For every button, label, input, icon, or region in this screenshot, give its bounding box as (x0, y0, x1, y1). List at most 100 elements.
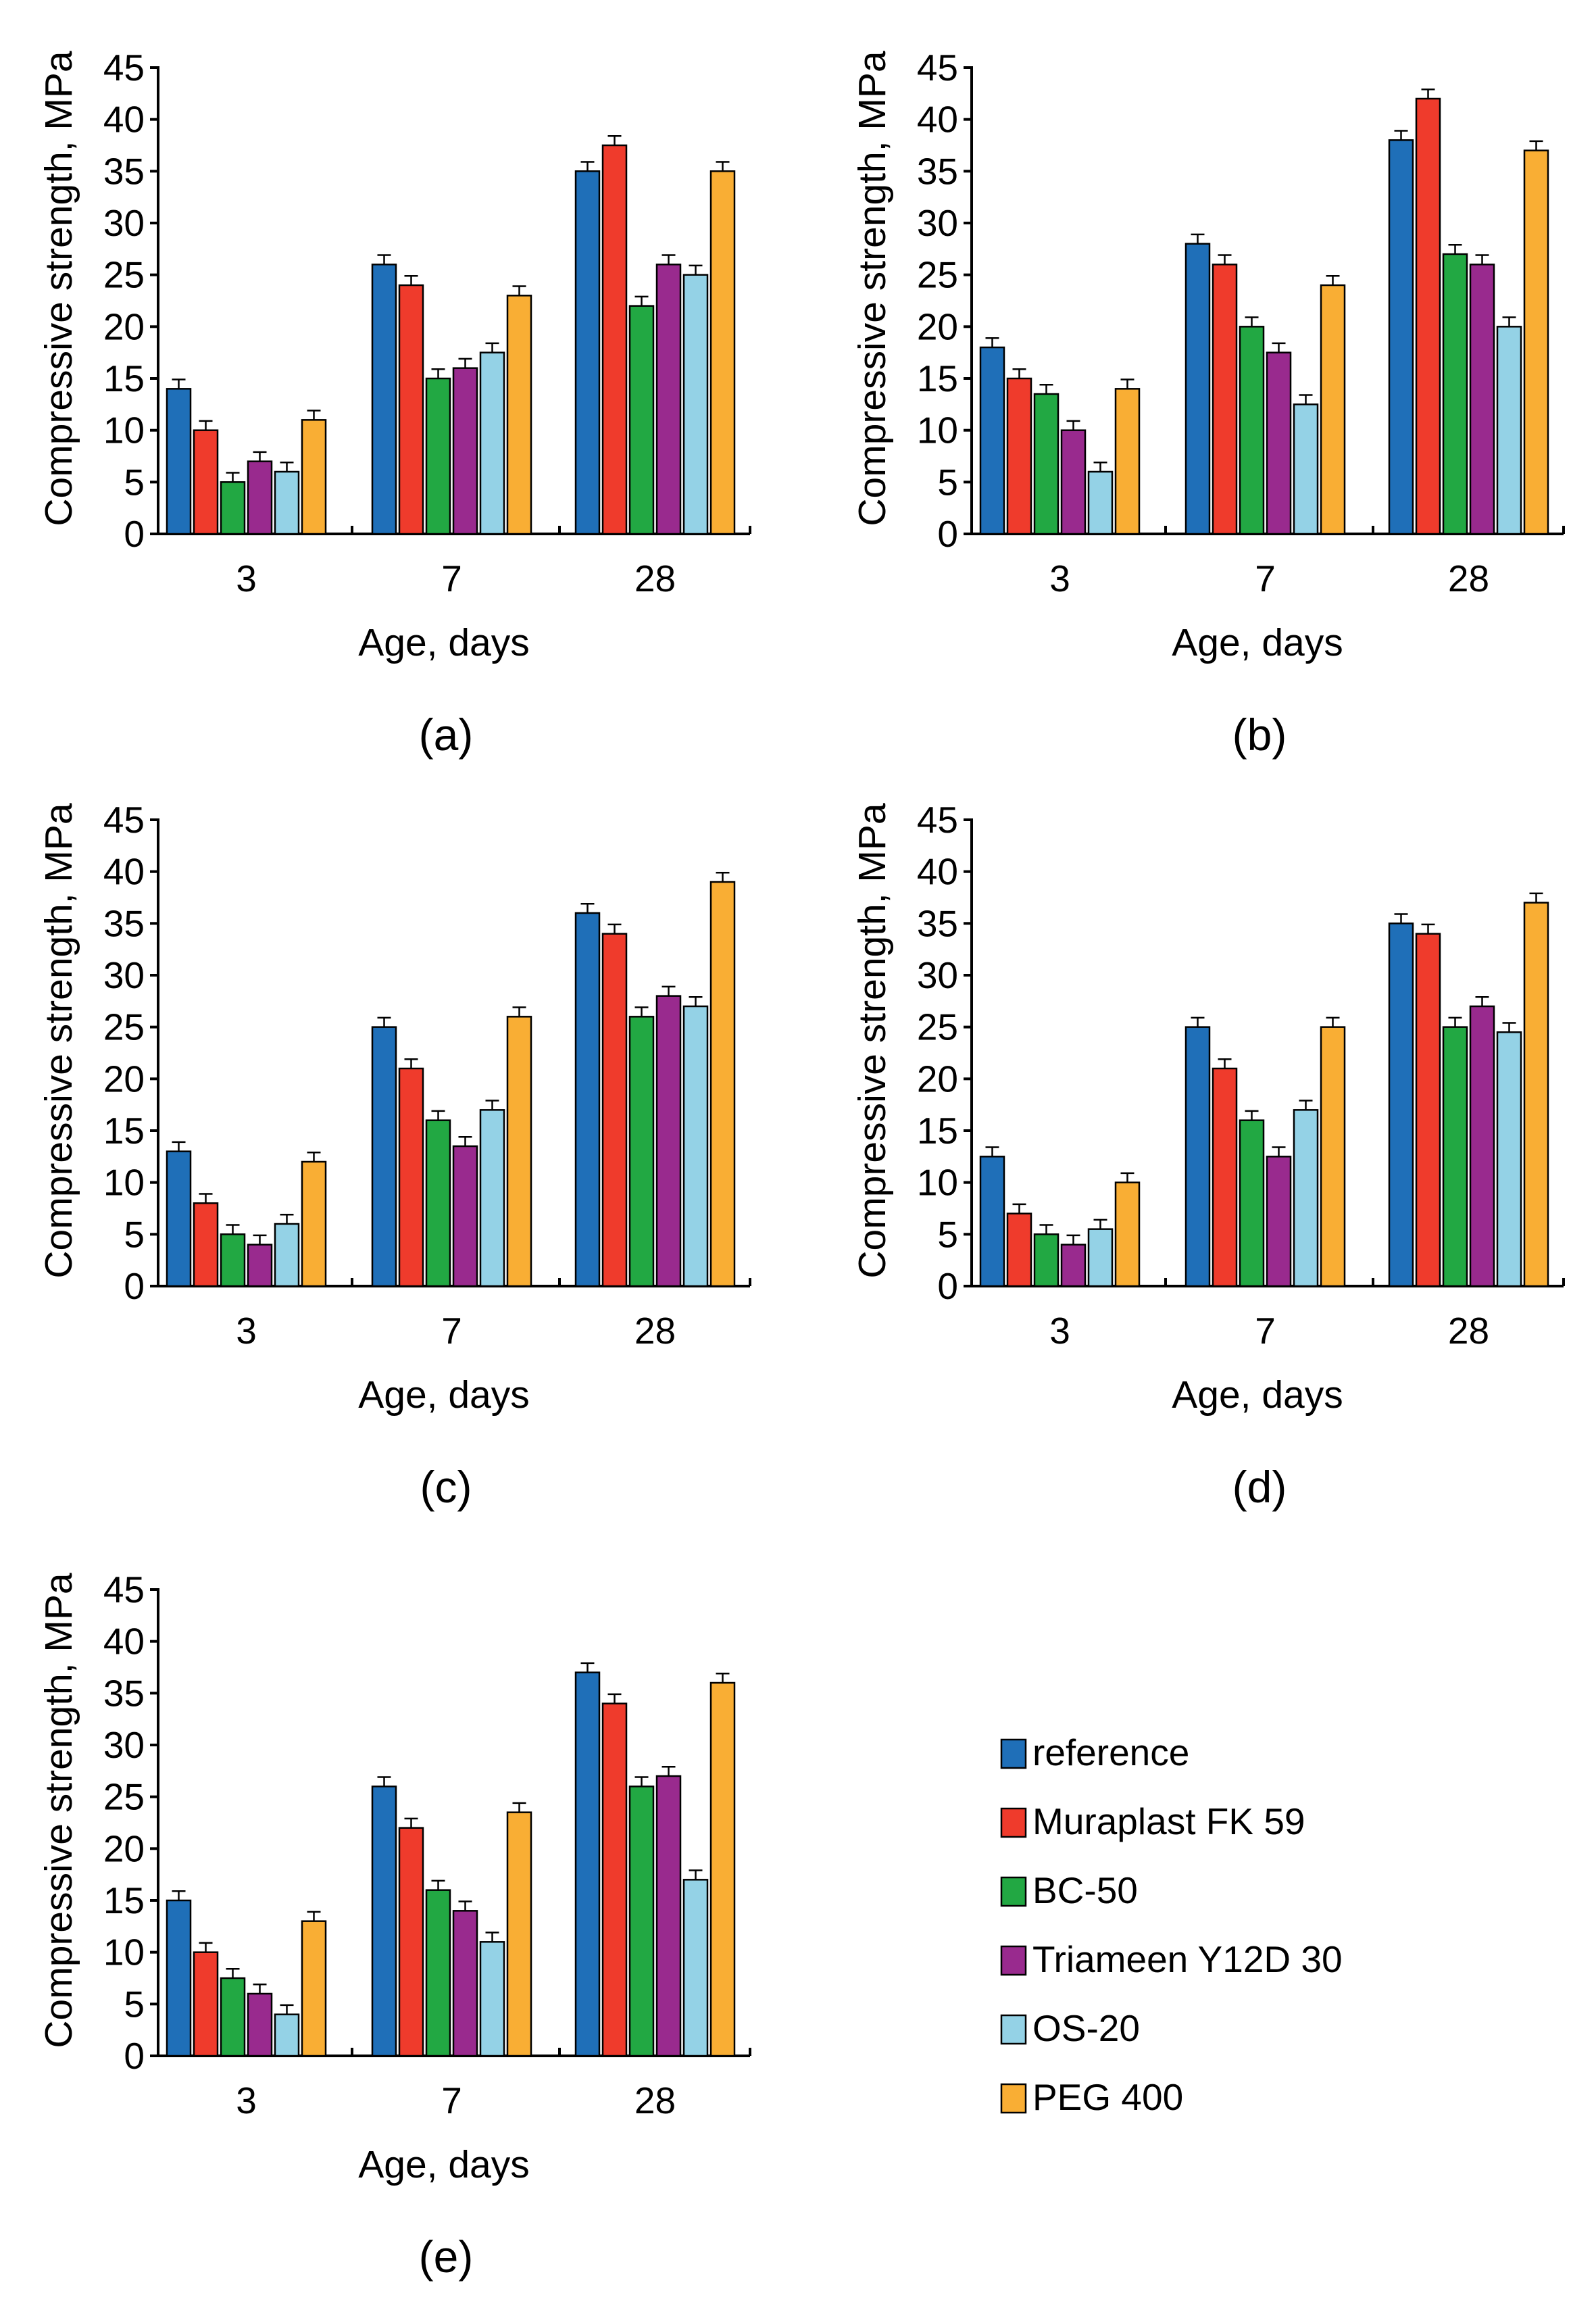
bar-peg-400-3 (301, 1160, 327, 1287)
legend-label: reference (1032, 1731, 1189, 1773)
chart-panel-2: 0 5 10 15 20 25 30 35 40 45 3 7 28 Age, days Compressi… (851, 47, 1565, 760)
bar-triameen-y12d-30-28 (655, 1775, 682, 2057)
y-tick-label: 45 (917, 47, 958, 89)
bar-bc-50-28 (1442, 253, 1468, 535)
y-tick-label: 25 (917, 254, 958, 296)
bar-reference-28 (1388, 923, 1414, 1287)
bar-bc-50-28 (628, 1786, 655, 2057)
bar-os-20-7 (479, 1109, 505, 1287)
x-tick-label: 28 (1448, 1310, 1489, 1352)
bar-peg-400-28 (1523, 902, 1549, 1287)
bar-muraplast-fk-59-3 (1006, 1212, 1032, 1287)
bar-reference-3 (979, 346, 1005, 535)
x-tick-label: 28 (634, 2080, 676, 2121)
x-tick-label: 7 (441, 2080, 462, 2121)
bar-bc-50-7 (425, 377, 451, 535)
y-tick-label: 0 (124, 513, 145, 555)
bar-os-20-3 (1087, 1228, 1114, 1287)
y-axis-title: Compressive strength, MPa (851, 803, 894, 1279)
bar-muraplast-fk-59-7 (398, 1827, 424, 2057)
bar-reference-3 (166, 1899, 192, 2057)
x-tick-label: 28 (1448, 558, 1489, 599)
legend-swatch (1000, 2014, 1027, 2045)
bar-peg-400-28 (709, 170, 736, 535)
bar-triameen-y12d-30-7 (452, 1145, 478, 1287)
bar-reference-28 (574, 170, 601, 535)
y-tick-label: 45 (103, 799, 145, 841)
x-tick-label: 28 (634, 558, 676, 599)
y-axis-title: Compressive strength, MPa (37, 1573, 80, 2048)
bar-muraplast-fk-59-28 (1415, 933, 1441, 1287)
legend-swatch (1000, 2083, 1027, 2114)
bar-triameen-y12d-30-28 (655, 995, 682, 1287)
bar-muraplast-fk-59-28 (1415, 97, 1441, 535)
chart-panel-5: 0 5 10 15 20 25 30 35 40 45 3 7 28 Age, days Compressi… (37, 1569, 751, 2282)
legend-swatch (1000, 1876, 1027, 1907)
y-tick-label: 15 (103, 1110, 145, 1152)
y-tick-label: 35 (103, 902, 145, 944)
y-tick-label: 10 (917, 1162, 958, 1204)
bar-reference-7 (1184, 243, 1211, 535)
bar-peg-400-3 (1114, 1181, 1141, 1287)
bar-os-20-7 (1293, 1109, 1319, 1287)
y-tick-label: 15 (103, 358, 145, 399)
bar-bc-50-3 (1033, 393, 1059, 535)
panel-label: (e) (419, 2232, 474, 2282)
x-tick-label: 3 (236, 1310, 257, 1352)
bar-os-20-28 (682, 1879, 709, 2057)
bar-triameen-y12d-30-7 (1266, 351, 1292, 535)
bar-reference-7 (1184, 1026, 1211, 1287)
bar-reference-7 (371, 1786, 397, 2057)
y-tick-label: 5 (124, 1213, 145, 1255)
bar-peg-400-3 (301, 419, 327, 535)
y-tick-label: 25 (103, 1006, 145, 1048)
y-tick-label: 45 (103, 1569, 145, 1610)
bar-muraplast-fk-59-3 (193, 1202, 219, 1287)
bar-peg-400-7 (1320, 1026, 1346, 1287)
bar-peg-400-7 (506, 1811, 532, 2057)
panel-label: (c) (420, 1462, 472, 1512)
x-axis-title: Age, days (358, 621, 530, 664)
bar-bc-50-3 (220, 481, 246, 535)
y-tick-label: 40 (917, 99, 958, 141)
bar-reference-7 (371, 264, 397, 535)
legend-swatch (1000, 1807, 1027, 1838)
bar-peg-400-7 (506, 295, 532, 535)
x-axis-title: Age, days (1172, 621, 1343, 664)
bar-triameen-y12d-30-28 (655, 264, 682, 535)
y-tick-label: 0 (124, 1265, 145, 1307)
y-tick-label: 10 (917, 410, 958, 451)
legend-label: Muraplast FK 59 (1032, 1800, 1305, 1842)
y-tick-label: 20 (103, 1827, 145, 1869)
y-tick-label: 40 (917, 851, 958, 893)
y-tick-label: 20 (103, 305, 145, 347)
bar-muraplast-fk-59-3 (193, 1951, 219, 2057)
bar-reference-28 (574, 1671, 601, 2057)
bar-muraplast-fk-59-28 (601, 144, 628, 535)
y-tick-label: 15 (103, 1879, 145, 1921)
y-tick-label: 10 (103, 1162, 145, 1204)
y-tick-label: 30 (103, 202, 145, 244)
bar-muraplast-fk-59-3 (193, 429, 219, 535)
y-tick-label: 35 (917, 902, 958, 944)
bar-peg-400-28 (1523, 149, 1549, 535)
bar-muraplast-fk-59-3 (1006, 377, 1032, 535)
bar-os-20-3 (274, 2013, 300, 2057)
legend-label: PEG 400 (1032, 2076, 1183, 2118)
bar-bc-50-7 (1239, 1119, 1265, 1287)
y-tick-label: 30 (103, 954, 145, 996)
bar-reference-28 (574, 912, 601, 1287)
bar-muraplast-fk-59-7 (398, 284, 424, 535)
bar-triameen-y12d-30-28 (1469, 1005, 1495, 1287)
y-tick-label: 40 (103, 1621, 145, 1663)
bar-peg-400-7 (506, 1016, 532, 1287)
bar-peg-400-3 (1114, 388, 1141, 535)
y-axis-title: Compressive strength, MPa (851, 51, 894, 526)
bar-triameen-y12d-30-3 (1060, 429, 1087, 535)
y-tick-label: 25 (103, 254, 145, 296)
bar-os-20-7 (1293, 403, 1319, 535)
bar-bc-50-28 (628, 305, 655, 535)
x-tick-label: 7 (441, 1310, 462, 1352)
bar-triameen-y12d-30-3 (247, 1244, 273, 1287)
y-tick-label: 25 (103, 1776, 145, 1818)
